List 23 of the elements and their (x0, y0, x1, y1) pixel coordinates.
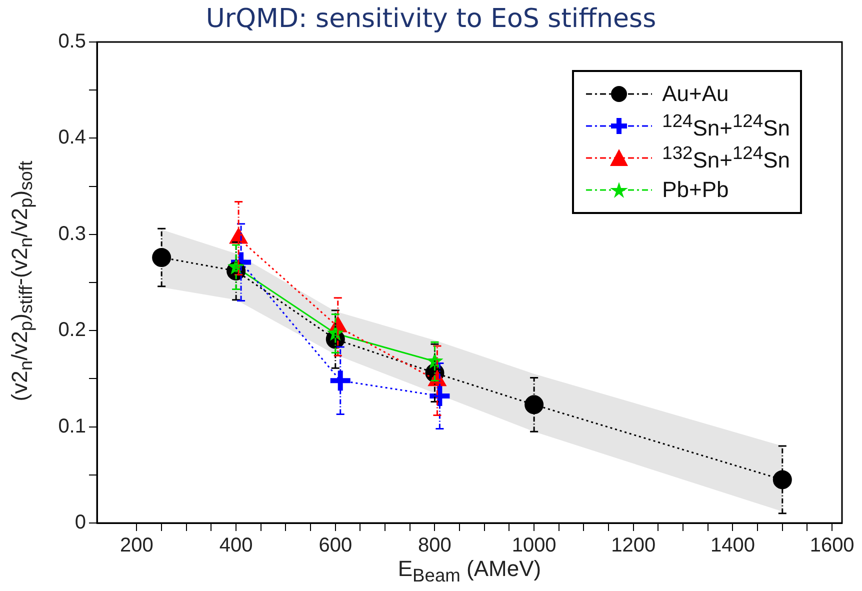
y-tick-label: 0 (74, 512, 86, 534)
x-tick-label: 1400 (710, 534, 755, 557)
y-tick-label: 0.4 (58, 126, 86, 149)
y-tick-label: 0.2 (58, 319, 86, 342)
y-tick-label: 0.3 (58, 222, 86, 245)
x-tick-label: 200 (120, 534, 154, 557)
x-tick-label: 400 (219, 534, 253, 557)
x-tick-label: 800 (418, 534, 452, 557)
point (152, 248, 172, 267)
legend-label: $^{124}$Sn+$^{124}$Sn (662, 110, 790, 142)
legend-label: $^{132}$Sn+$^{124}$Sn (662, 142, 790, 174)
point (524, 395, 544, 414)
y-tick-label: 0.1 (58, 415, 86, 438)
x-tick-label: 1000 (512, 534, 556, 557)
x-axis-title: E$_{Beam}$ (AMeV) (396, 556, 542, 586)
chart-title: UrQMD: sensitivity to EoS stiffness (206, 4, 656, 34)
x-tick-label: 1600 (810, 534, 854, 557)
x-tick-label: 1200 (611, 534, 656, 557)
legend-label: Pb+Pb (662, 177, 729, 203)
y-tick-label: 0.5 (58, 30, 86, 53)
legend-label: Au+Au (662, 81, 729, 107)
x-tick-label: 600 (318, 534, 352, 557)
point (772, 470, 792, 490)
